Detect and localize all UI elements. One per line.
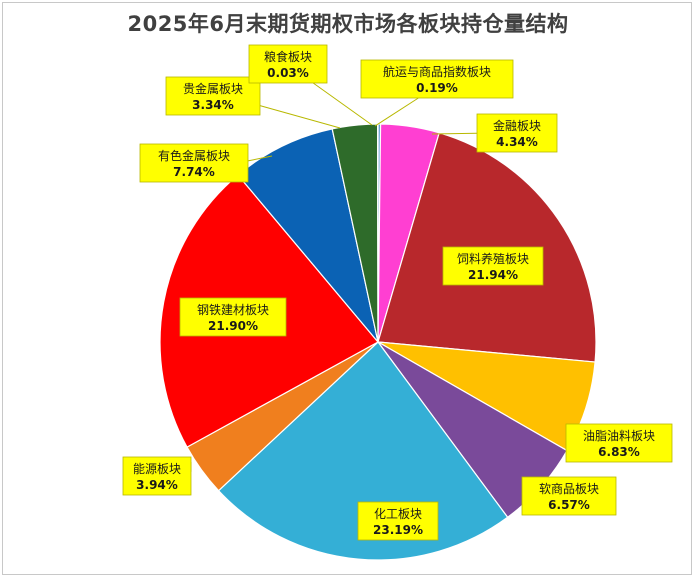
data-label-box: [565, 423, 673, 463]
data-label-box: [442, 246, 544, 286]
data-label-2: 金融板块 4.34%: [476, 113, 558, 153]
leader-line-2: [431, 132, 478, 135]
slice-name-label: 钢铁建材板块: [197, 303, 269, 317]
slice-name-label: 饲料养殖板块: [457, 251, 529, 266]
slice-name-label: 软商品板块: [539, 481, 599, 496]
slice-value-label: 23.19%: [373, 523, 423, 537]
data-label-box: [179, 297, 287, 337]
slice-value-label: 21.90%: [208, 319, 258, 333]
slice-value-label: 6.57%: [548, 498, 590, 512]
data-label-7: 能源板块 3.94%: [122, 456, 192, 496]
data-label-4: 油脂油料板块 6.83%: [565, 423, 673, 463]
data-label-box: [476, 113, 558, 153]
data-label-10: 贵金属板块 3.34%: [165, 76, 261, 116]
slice-name-label: 航运与商品指数板块: [383, 64, 491, 79]
data-label-box: [357, 501, 439, 541]
slice-name-label: 金融板块: [493, 118, 541, 133]
slice-name-label: 粮食板块: [264, 49, 312, 64]
slice-name-label: 能源板块: [133, 462, 181, 476]
slice-value-label: 4.34%: [496, 135, 538, 149]
slice-name-label: 有色金属板块: [158, 148, 230, 163]
slice-value-label: 6.83%: [598, 445, 640, 459]
leader-line-11: [312, 82, 373, 126]
leader-line-1: [374, 97, 419, 127]
data-labels: 航运与商品指数板块 0.19% 金融板块 4.34% 饲料养殖板块 21.94% 油脂油料板…: [122, 44, 673, 541]
data-label-box: [248, 44, 328, 84]
leader-line-10: [259, 105, 341, 129]
data-label-6: 化工板块 23.19%: [357, 501, 439, 541]
data-label-box: [360, 59, 514, 99]
slice-name-label: 油脂油料板块: [583, 428, 655, 443]
data-label-11: 粮食板块 0.03%: [248, 44, 328, 84]
data-label-5: 软商品板块 6.57%: [521, 476, 617, 516]
data-label-1: 航运与商品指数板块 0.19%: [360, 59, 514, 99]
slice-name-label: 化工板块: [374, 507, 422, 521]
slice-value-label: 7.74%: [173, 165, 215, 179]
chart-title: 2025年6月末期货期权市场各板块持仓量结构: [127, 12, 569, 36]
data-label-box: [521, 476, 617, 516]
slice-name-label: 贵金属板块: [183, 81, 243, 96]
data-label-3: 饲料养殖板块 21.94%: [442, 246, 544, 286]
leader-line-9: [247, 155, 273, 162]
data-label-box: [165, 76, 261, 116]
slice-value-label: 21.94%: [468, 268, 518, 282]
data-label-9: 有色金属板块 7.74%: [139, 143, 249, 183]
data-label-box: [139, 143, 249, 183]
slice-value-label: 3.94%: [136, 478, 178, 492]
slice-value-label: 3.34%: [192, 98, 234, 112]
data-label-box: [122, 456, 192, 496]
slice-value-label: 0.19%: [416, 81, 458, 95]
slice-value-label: 0.03%: [267, 66, 309, 80]
data-label-8: 钢铁建材板块 21.90%: [179, 297, 287, 337]
